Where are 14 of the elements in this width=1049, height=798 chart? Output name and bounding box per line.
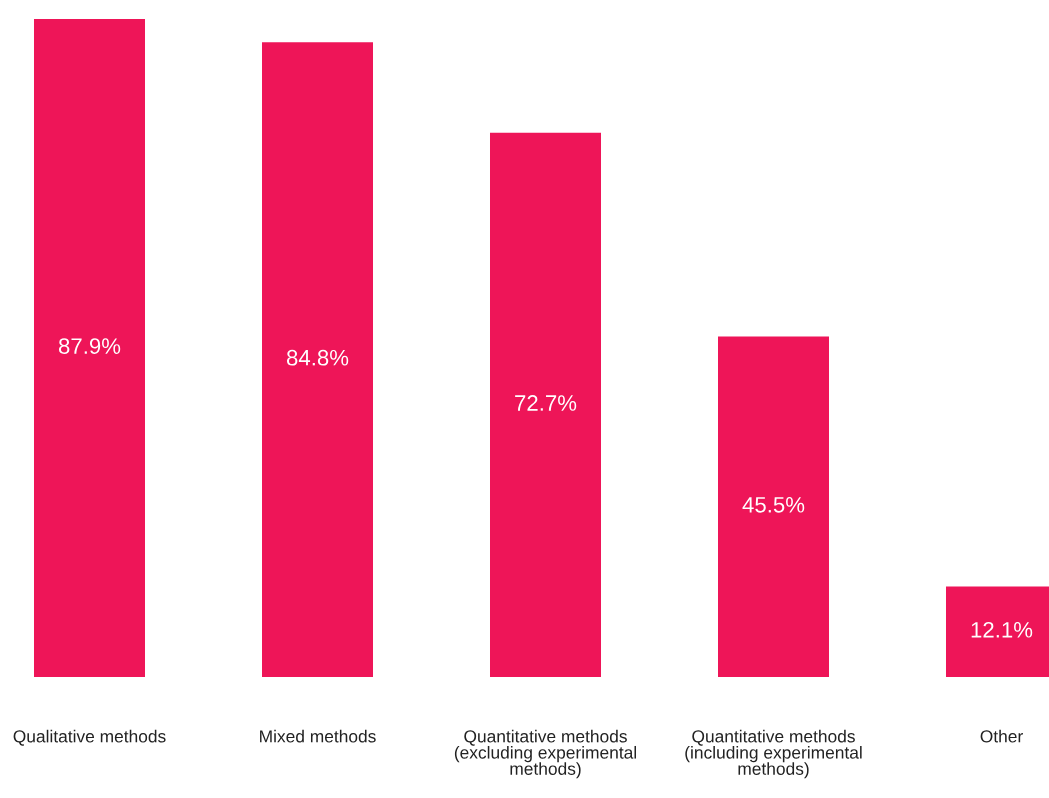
x-tick-label: Quantitative methods (excluding experimental methods) <box>454 729 637 779</box>
data-label: 87.9% <box>58 338 121 354</box>
data-label: 72.7% <box>515 395 577 411</box>
bar <box>262 42 373 677</box>
x-tick-label: Quantitative methods (including experimental methods) <box>685 729 862 779</box>
bar <box>490 132 601 677</box>
bar <box>718 336 829 677</box>
x-tick-label: Other <box>980 729 1023 743</box>
x-tick-label: Mixed methods <box>260 729 376 743</box>
bar <box>34 19 145 677</box>
x-tick-label: Qualitative methods <box>13 729 166 746</box>
data-label: 12.1% <box>971 621 1033 638</box>
data-label: 45.5% <box>742 497 805 513</box>
data-label: 84.8% <box>286 349 349 366</box>
